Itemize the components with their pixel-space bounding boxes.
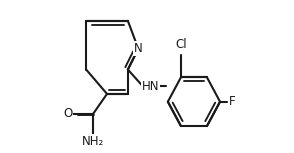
Text: NH₂: NH₂ xyxy=(82,135,104,148)
Text: Cl: Cl xyxy=(175,38,187,51)
Text: N: N xyxy=(134,42,143,55)
Text: F: F xyxy=(229,95,236,108)
Text: O: O xyxy=(63,107,72,120)
Text: HN: HN xyxy=(142,80,159,93)
